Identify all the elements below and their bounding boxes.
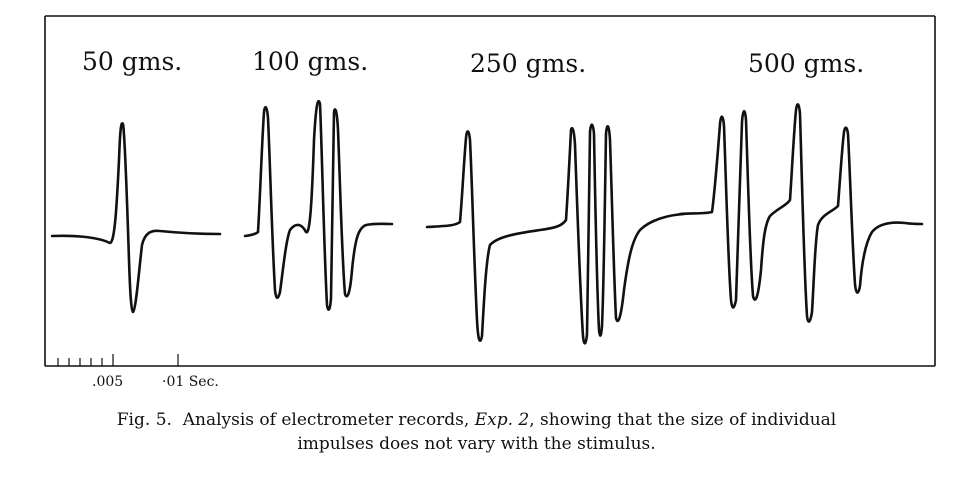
caption-text-part2: , showing that the size of individual bbox=[529, 410, 837, 430]
caption-figure-number: Fig. 5. bbox=[116, 410, 172, 430]
tick-label-005: .005 bbox=[92, 374, 123, 390]
time-scale-ticks bbox=[57, 354, 179, 366]
label-100-gms: 100 gms. bbox=[252, 47, 368, 76]
caption-line-2: impulses does not vary with the stimulus… bbox=[297, 434, 656, 454]
caption-line-1: Fig. 5. Analysis of electrometer records… bbox=[20, 408, 933, 432]
caption-text-part1: Analysis of electrometer records, bbox=[182, 410, 470, 430]
trace-100-gms bbox=[243, 99, 394, 311]
trace-50-gms bbox=[50, 121, 222, 314]
label-50-gms: 50 gms. bbox=[82, 47, 182, 76]
trace-250-gms bbox=[425, 123, 686, 345]
trace-500-gms bbox=[678, 103, 924, 323]
caption-exp-reference: Exp. 2 bbox=[474, 410, 530, 430]
electrometer-figure: .005 ·01 Sec. 50 gms. 100 gms. 250 gms. … bbox=[44, 15, 936, 390]
figure-caption: Fig. 5. Analysis of electrometer records… bbox=[20, 408, 933, 456]
label-500-gms: 500 gms. bbox=[748, 49, 864, 78]
label-250-gms: 250 gms. bbox=[470, 49, 586, 78]
tick-label-01-sec: ·01 Sec. bbox=[162, 374, 219, 390]
